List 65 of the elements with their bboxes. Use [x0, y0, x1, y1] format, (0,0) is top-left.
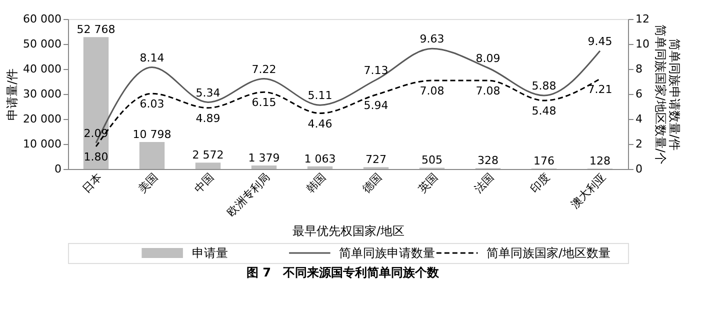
bar — [139, 142, 165, 169]
x-tick-label: 中国 — [192, 170, 216, 196]
data-label: 6.15 — [252, 96, 276, 110]
data-label: 328 — [478, 154, 498, 168]
data-label: 7.22 — [252, 62, 276, 76]
x-tick-label: 印度 — [528, 170, 552, 196]
y-tick-label: 40 000 — [23, 62, 62, 76]
data-label: 5.94 — [364, 98, 388, 112]
y-tick-label: 20 000 — [23, 112, 62, 126]
y2-tick-label: 8 — [636, 62, 642, 76]
data-label: 128 — [590, 154, 610, 168]
legend-label: 申请量 — [192, 246, 228, 260]
data-label: 8.14 — [140, 51, 164, 64]
data-label: 9.63 — [420, 32, 444, 46]
y2-tick-label: 12 — [636, 12, 650, 26]
data-label: 176 — [534, 154, 554, 168]
x-tick-label: 欧洲专利局 — [224, 170, 272, 219]
x-tick-label: 澳大利亚 — [568, 170, 608, 212]
data-label: 5.88 — [532, 80, 556, 92]
x-tick-label: 英国 — [416, 170, 440, 196]
y2-tick-label: 6 — [636, 88, 642, 100]
y2-axis-title: 简单同族申请数量/件简单同族国家/地区数量/个 — [653, 24, 682, 165]
data-label: 7.13 — [364, 64, 388, 77]
data-label: 4.89 — [196, 112, 220, 125]
data-label: 7.21 — [588, 82, 612, 96]
data-label: 5.34 — [196, 86, 220, 100]
data-label: 7.08 — [476, 84, 500, 98]
legend-label: 简单同族申请数量 — [339, 246, 436, 260]
bar — [251, 166, 277, 169]
y-tick-label: 60 000 — [23, 12, 62, 26]
y2-tick-label: 4 — [636, 112, 642, 126]
data-label: 9.45 — [588, 34, 612, 48]
x-tick-label: 法国 — [472, 170, 496, 196]
x-tick-label: 日本 — [80, 170, 104, 196]
text: 图 7 不同来源国专利简单同族个数 — [246, 266, 440, 280]
data-label: 5.48 — [532, 104, 556, 118]
bar — [83, 37, 109, 169]
data-label: 1 063 — [304, 152, 336, 166]
data-label: 727 — [366, 153, 386, 166]
y2-tick-label: 10 — [636, 38, 650, 50]
y-axis-title: 申请量/件 — [5, 68, 20, 121]
data-label: 52 768 — [76, 23, 116, 36]
data-label: 8.09 — [476, 52, 500, 65]
data-label: 1.80 — [84, 150, 108, 164]
data-label: 2 572 — [192, 148, 224, 162]
x-tick-label: 韩国 — [304, 170, 328, 196]
data-label: 10 798 — [132, 128, 172, 142]
data-label: 1 379 — [248, 152, 280, 165]
y2-tick-label: 2 — [636, 138, 642, 150]
y-tick-label: 30 000 — [23, 88, 62, 100]
y-tick-label: 50 000 — [23, 38, 62, 50]
data-label: 6.03 — [140, 98, 164, 111]
y2-tick-label: 0 — [636, 162, 642, 176]
bar — [195, 162, 221, 169]
x-axis-title: 最早优先权国家/地区 — [292, 224, 405, 238]
x-tick-label: 德国 — [360, 170, 384, 196]
y-tick-label: 0 — [54, 162, 62, 176]
bar — [307, 166, 333, 169]
y-tick-label: 10 000 — [23, 138, 62, 150]
data-label: 5.11 — [308, 89, 332, 102]
data-label: 7.08 — [420, 84, 444, 98]
x-tick-label: 美国 — [136, 170, 160, 196]
data-label: 4.46 — [308, 117, 332, 130]
data-label: 505 — [422, 154, 442, 167]
legend-label: 简单同族国家/地区数量 — [486, 246, 611, 260]
